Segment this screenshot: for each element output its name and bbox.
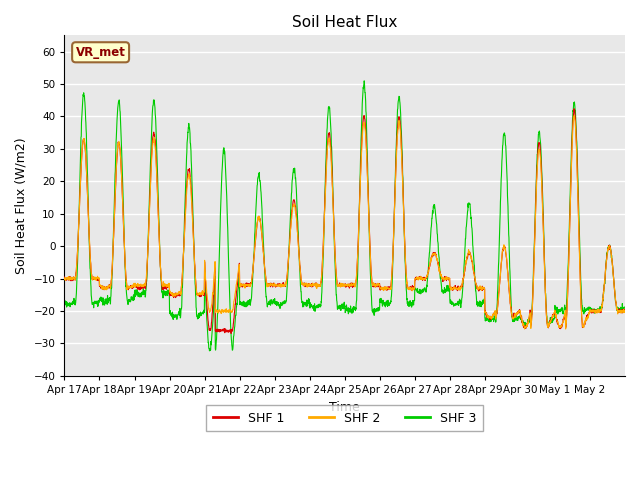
SHF 2 — [116, 153, 124, 158]
Y-axis label: Soil Heat Flux (W/m2): Soil Heat Flux (W/m2) — [15, 137, 28, 274]
Line: SHF 3: SHF 3 — [65, 81, 625, 351]
SHF 2 — [545, 322, 553, 328]
SHF 1 — [379, 286, 387, 291]
Text: VR_met: VR_met — [76, 46, 125, 59]
SHF 3 — [613, 308, 621, 313]
SHF 2 — [613, 307, 621, 312]
SHF 3 — [360, 78, 368, 84]
SHF 1 — [116, 152, 124, 158]
SHF 3 — [116, 115, 124, 120]
SHF 2 — [378, 287, 386, 292]
Legend: SHF 1, SHF 2, SHF 3: SHF 1, SHF 2, SHF 3 — [207, 406, 483, 431]
Line: SHF 1: SHF 1 — [65, 109, 625, 334]
SHF 3 — [61, 300, 68, 306]
SHF 2 — [61, 276, 68, 282]
SHF 3 — [621, 304, 628, 310]
SHF 1 — [237, 282, 245, 288]
SHF 3 — [514, 318, 522, 324]
SHF 1 — [545, 323, 553, 328]
SHF 2 — [621, 308, 628, 314]
X-axis label: Time: Time — [330, 400, 360, 413]
SHF 2 — [513, 309, 521, 315]
SHF 3 — [205, 348, 213, 354]
SHF 1 — [514, 310, 522, 316]
Title: Soil Heat Flux: Soil Heat Flux — [292, 15, 397, 30]
SHF 3 — [379, 300, 387, 306]
Line: SHF 2: SHF 2 — [65, 115, 625, 329]
SHF 1 — [227, 331, 235, 336]
SHF 3 — [545, 319, 553, 324]
SHF 1 — [61, 274, 68, 280]
SHF 1 — [570, 106, 578, 112]
SHF 1 — [621, 306, 628, 312]
SHF 2 — [570, 112, 578, 118]
SHF 2 — [237, 283, 245, 288]
SHF 2 — [562, 326, 570, 332]
SHF 3 — [237, 302, 245, 308]
SHF 1 — [613, 307, 621, 313]
